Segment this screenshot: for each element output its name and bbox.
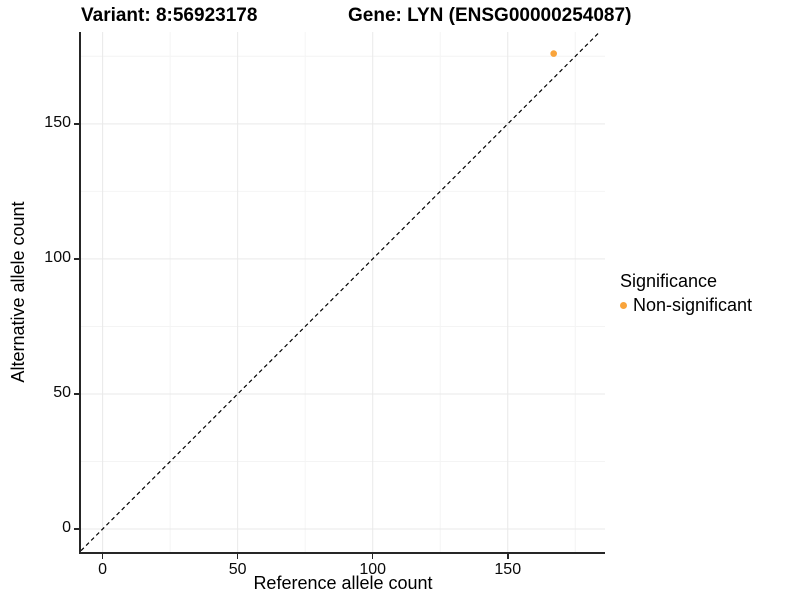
x-tick-label: 50: [228, 561, 247, 578]
y-tick-label: 150: [44, 113, 71, 131]
x-tick-label: 100: [359, 561, 387, 578]
data-point: [550, 50, 557, 57]
y-tick-mark: [74, 528, 79, 530]
legend-point-icon: [620, 302, 627, 309]
y-tick-mark: [74, 393, 79, 395]
plot-panel: [79, 32, 605, 554]
plot-title-gene: Gene: LYN (ENSG00000254087): [348, 5, 632, 26]
x-tick-label: 150: [494, 561, 522, 578]
x-tick-mark: [371, 554, 374, 559]
identity-line: [81, 32, 601, 552]
y-tick-mark: [74, 258, 79, 260]
x-tick-mark: [507, 554, 509, 559]
legend-item-label: Non-significant: [633, 295, 753, 315]
x-axis-label: Reference allele count: [253, 573, 433, 593]
plot-title-variant: Variant: 8:56923178: [81, 5, 258, 26]
y-tick-label: 50: [53, 383, 71, 401]
legend-item-non-significant: Non-significant: [620, 295, 752, 316]
y-axis-label: Alternative allele count: [8, 201, 28, 383]
y-tick-label: 100: [44, 248, 71, 266]
legend: Significance Non-significant: [620, 271, 752, 316]
legend-title: Significance: [620, 271, 718, 291]
x-tick-label: 0: [98, 561, 108, 578]
y-tick-label: 0: [62, 519, 71, 537]
x-tick-mark: [101, 554, 104, 559]
x-tick-mark: [236, 554, 239, 559]
y-tick-mark: [74, 123, 79, 125]
plot-area-svg: [81, 32, 605, 552]
